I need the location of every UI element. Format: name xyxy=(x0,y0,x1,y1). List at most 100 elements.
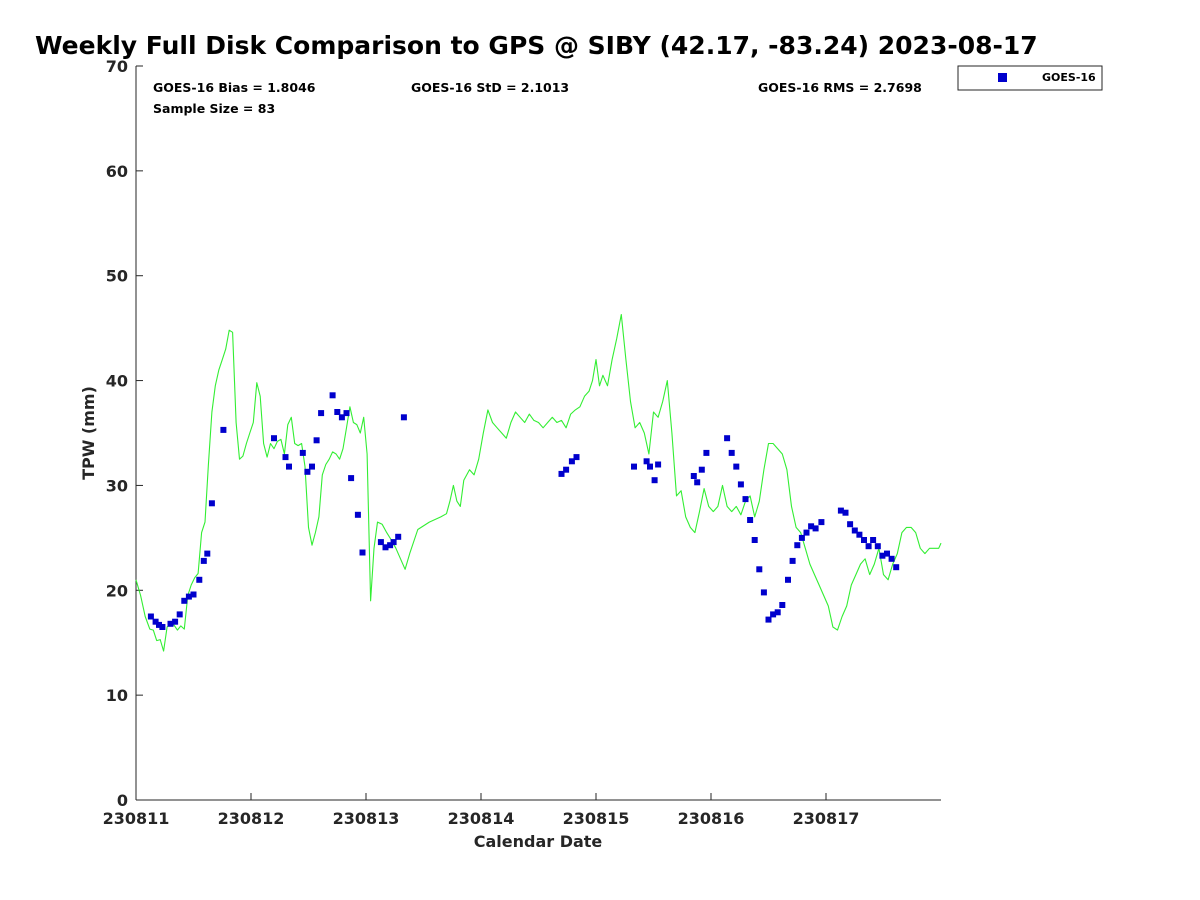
goes16-point xyxy=(220,426,227,433)
goes16-point xyxy=(568,458,575,465)
y-axis-label: TPW (mm) xyxy=(79,386,98,480)
goes16-point xyxy=(176,611,183,618)
goes16-point xyxy=(282,454,289,461)
goes16-point xyxy=(812,525,819,532)
std-stat: GOES-16 StD = 2.1013 xyxy=(411,80,569,95)
goes16-point xyxy=(690,473,697,479)
goes16-point xyxy=(847,521,854,528)
goes16-point xyxy=(334,409,341,415)
goes16-point xyxy=(172,618,179,625)
goes16-point xyxy=(724,435,731,442)
goes16-point xyxy=(851,527,858,534)
goes16-point xyxy=(856,531,863,538)
goes16-point xyxy=(742,496,749,503)
goes16-point xyxy=(751,537,758,543)
goes16-point xyxy=(789,557,796,564)
gps-line xyxy=(135,313,942,652)
goes16-point xyxy=(309,463,315,470)
goes16-point xyxy=(865,543,872,550)
goes16-point xyxy=(794,542,801,549)
goes16-point xyxy=(879,552,886,559)
goes16-point xyxy=(647,463,653,470)
x-tick-label: 230815 xyxy=(563,809,630,828)
sample-size-stat: Sample Size = 83 xyxy=(153,101,275,116)
goes16-point xyxy=(313,437,320,444)
goes16-point xyxy=(354,511,361,518)
goes16-point xyxy=(818,519,825,526)
y-axis-ticks: 0 10 20 30 40 50 60 70 xyxy=(106,57,143,810)
goes16-point xyxy=(329,392,336,399)
x-axis-ticks: 230811 230812 230813 230814 230815 230816 2308… xyxy=(103,793,860,828)
goes16-point xyxy=(779,602,786,608)
goes16-point xyxy=(299,449,306,456)
goes16-point xyxy=(874,543,881,550)
goes16-point xyxy=(304,468,311,475)
y-tick-label: 40 xyxy=(106,372,128,391)
goes16-point xyxy=(760,589,767,596)
goes16-point xyxy=(573,454,580,461)
legend-marker xyxy=(998,73,1007,82)
x-tick-label: 230813 xyxy=(333,809,400,828)
y-tick-label: 10 xyxy=(106,686,128,705)
goes16-point xyxy=(803,529,810,536)
goes16-series xyxy=(147,392,900,630)
goes16-point xyxy=(167,620,174,627)
goes16-point xyxy=(842,509,849,516)
goes16-point xyxy=(770,611,777,618)
goes16-point xyxy=(703,449,710,456)
goes16-point xyxy=(395,533,402,540)
x-axis-label: Calendar Date xyxy=(474,832,603,851)
goes16-point xyxy=(348,475,355,482)
goes16-point xyxy=(271,435,277,442)
goes16-point xyxy=(387,542,394,549)
y-tick-label: 60 xyxy=(106,162,128,181)
goes16-point xyxy=(185,593,192,600)
x-tick-label: 230812 xyxy=(218,809,285,828)
goes16-point xyxy=(870,537,877,543)
goes16-point xyxy=(765,616,772,623)
goes16-point xyxy=(728,449,735,456)
goes16-point xyxy=(152,618,159,625)
rms-stat: GOES-16 RMS = 2.7698 xyxy=(758,80,922,95)
goes16-point xyxy=(698,466,705,473)
goes16-point xyxy=(837,507,844,514)
y-tick-label: 50 xyxy=(106,267,128,286)
goes16-point xyxy=(390,539,397,546)
bias-stat: GOES-16 Bias = 1.8046 xyxy=(153,80,316,95)
goes16-point xyxy=(747,517,754,523)
x-tick-label: 230811 xyxy=(103,809,170,828)
goes16-point xyxy=(774,609,781,616)
y-tick-label: 20 xyxy=(106,581,128,600)
goes16-point xyxy=(196,576,203,583)
goes16-point xyxy=(798,534,805,541)
goes16-point xyxy=(861,537,867,543)
gps-series xyxy=(135,313,942,652)
goes16-point xyxy=(643,458,650,465)
goes16-point xyxy=(733,463,740,470)
goes16-point xyxy=(382,544,389,551)
goes16-point xyxy=(343,410,350,417)
goes16-point xyxy=(147,613,154,620)
goes16-point xyxy=(893,564,900,571)
plot-frame xyxy=(135,66,941,801)
goes16-point xyxy=(785,576,791,583)
y-tick-label: 70 xyxy=(106,57,128,76)
x-tick-label: 230814 xyxy=(448,809,515,828)
y-tick-label: 0 xyxy=(117,791,128,810)
goes16-point xyxy=(286,463,292,470)
goes16-point xyxy=(359,549,366,556)
goes16-point xyxy=(338,414,345,421)
goes16-point xyxy=(808,523,815,530)
goes16-point xyxy=(655,461,662,468)
goes16-point xyxy=(181,597,188,604)
legend-label: GOES-16 xyxy=(1042,71,1096,84)
y-tick-label: 30 xyxy=(106,476,128,495)
goes16-point xyxy=(651,477,658,484)
goes16-point xyxy=(318,410,325,417)
goes16-point xyxy=(558,470,565,477)
goes16-point xyxy=(190,591,197,598)
goes16-point xyxy=(377,539,384,546)
legend-box xyxy=(957,65,1103,91)
x-tick-label: 230817 xyxy=(793,809,860,828)
